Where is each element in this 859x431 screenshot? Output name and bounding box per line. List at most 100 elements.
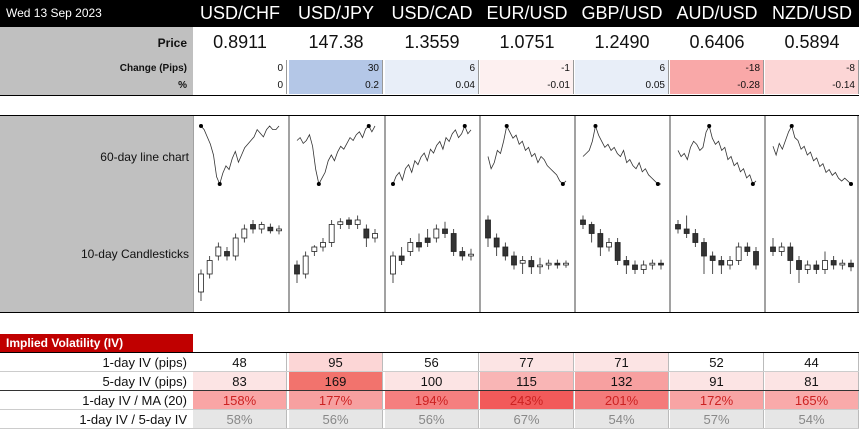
divider — [0, 371, 859, 372]
iv-value: 56% — [289, 410, 383, 429]
min-marker — [316, 182, 321, 186]
divider — [0, 390, 859, 391]
candle-body — [241, 228, 248, 239]
iv-value: 54% — [575, 410, 669, 429]
candle-body — [390, 255, 396, 275]
candle-body — [632, 264, 638, 270]
candle-body — [692, 233, 699, 243]
max-marker — [366, 124, 371, 128]
line-series — [296, 125, 376, 186]
candle-body — [683, 228, 690, 234]
candle-body — [701, 242, 707, 257]
candle-body — [450, 233, 457, 252]
divider — [0, 95, 859, 96]
price-value: 0.8911 — [213, 32, 267, 52]
pct-value: -0.28 — [670, 77, 764, 94]
price-value: 1.3559 — [404, 32, 460, 52]
price-value: 1.0751 — [499, 32, 555, 52]
line-series — [677, 124, 757, 185]
candle-body — [658, 262, 664, 266]
iv-value: 194% — [385, 391, 479, 410]
line-series — [200, 125, 280, 186]
line-series — [392, 124, 472, 185]
candle-body — [640, 264, 647, 270]
divider — [0, 115, 859, 116]
iv-value: 81 — [765, 372, 859, 391]
pct-value: 0.05 — [575, 77, 669, 94]
candle-body — [545, 262, 552, 266]
candle-body — [442, 228, 448, 234]
candle-body — [346, 219, 352, 225]
candle-body — [372, 233, 378, 239]
candle-body — [580, 219, 586, 225]
candle-body — [796, 260, 802, 270]
line-series — [487, 124, 567, 185]
candle-body — [276, 228, 282, 232]
candle-body — [337, 221, 344, 225]
change-value: 0 — [193, 60, 287, 77]
candle-body — [606, 242, 612, 248]
candle-body — [206, 260, 213, 275]
price-value: 147.38 — [308, 32, 364, 52]
candle-body — [198, 273, 204, 293]
candle-body — [554, 262, 561, 266]
candle-body — [519, 260, 526, 264]
price-value: 0.5894 — [784, 32, 840, 52]
candle-body — [727, 260, 733, 266]
change-value: -1 — [480, 60, 574, 77]
pct-value: 0.2 — [289, 77, 383, 94]
max-marker — [199, 124, 203, 128]
candle-body — [830, 260, 837, 266]
price-label: Price — [157, 36, 187, 50]
pct-value: 0.04 — [385, 77, 479, 94]
min-marker — [655, 182, 660, 186]
pair-header: USD/CAD — [391, 3, 473, 23]
min-marker — [217, 182, 222, 186]
iv-value: 165% — [765, 391, 859, 410]
candle-body — [258, 224, 265, 230]
change-value: -8 — [765, 60, 859, 77]
max-marker — [462, 124, 467, 128]
iv-value: 57% — [670, 410, 764, 429]
candle-body — [267, 226, 274, 232]
iv-value: 132 — [575, 372, 669, 391]
min-marker — [849, 182, 853, 186]
iv-value: 56% — [385, 410, 479, 429]
candle-body — [770, 246, 776, 252]
candle-body — [588, 224, 595, 234]
candle-body — [459, 251, 466, 257]
candle-body — [822, 260, 828, 270]
candle-body — [813, 264, 820, 270]
iv-value: 91 — [670, 372, 764, 391]
candle-body — [493, 237, 500, 248]
candle-body — [787, 246, 794, 261]
candle-body — [744, 246, 751, 252]
pct-value: 0 — [193, 77, 287, 94]
iv-value: 71 — [575, 353, 669, 372]
iv-row-label: 1-day IV / MA (20) — [82, 393, 187, 408]
candle-body — [649, 262, 656, 266]
iv-value: 44 — [765, 353, 859, 372]
pair-header: EUR/USD — [486, 3, 568, 23]
iv-value: 115 — [480, 372, 574, 391]
pair-header: USD/JPY — [297, 3, 375, 23]
iv-title: Implied Volatility (IV) — [0, 334, 193, 352]
max-marker — [504, 124, 509, 128]
candle-body — [614, 242, 621, 261]
candle-body — [839, 262, 846, 266]
candle-body — [320, 242, 326, 248]
candle-body — [778, 246, 785, 252]
candle-body — [328, 224, 335, 243]
candle-body — [468, 253, 474, 257]
min-marker — [391, 182, 395, 186]
price-value: 0.6406 — [689, 32, 745, 52]
pair-header: NZD/USD — [772, 3, 852, 23]
pct-label: % — [178, 80, 187, 91]
header-bar — [0, 0, 859, 27]
iv-value: 172% — [670, 391, 764, 410]
divider — [0, 428, 859, 429]
max-marker — [593, 124, 598, 128]
candle-body — [250, 224, 256, 230]
iv-value: 48 — [193, 353, 287, 372]
candle-body — [224, 251, 230, 257]
